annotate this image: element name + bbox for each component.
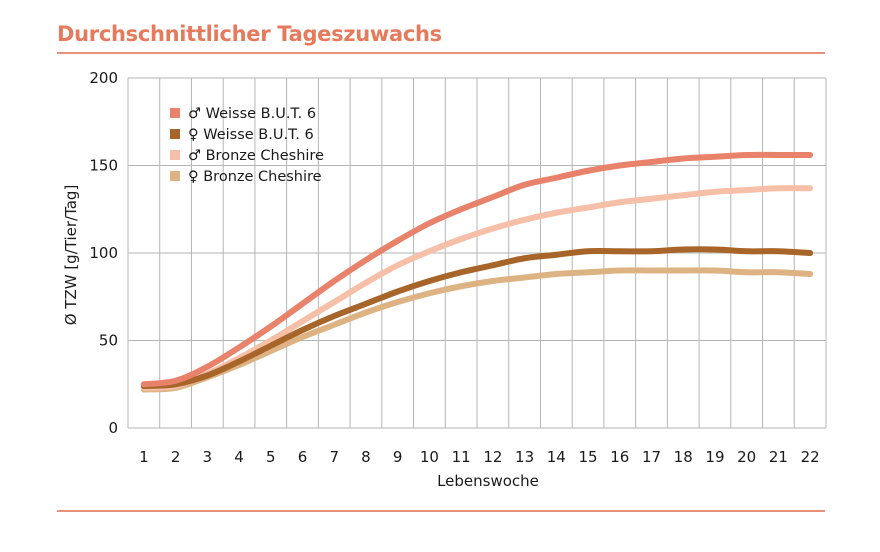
y-tick-label: 150 <box>89 157 118 175</box>
legend-swatch <box>170 129 180 139</box>
x-tick-label: 22 <box>801 448 820 466</box>
series-line <box>140 185 814 391</box>
x-tick-label: 3 <box>203 448 213 466</box>
y-tick-label: 50 <box>99 332 118 350</box>
x-tick-label: 13 <box>515 448 534 466</box>
chart-title: Durchschnittlicher Tageszuwachs <box>57 22 442 46</box>
x-tick-labels: 1 2 3 4 5 6 7 8 9 10 11 12 13 14 15 16 17 18 19 20 21 22 <box>139 448 820 466</box>
x-tick-label: 2 <box>171 448 181 466</box>
legend-swatch <box>170 150 180 160</box>
x-tick-label: 7 <box>329 448 339 466</box>
y-axis-label: Ø TZW [g/Tier/Tag] <box>62 185 80 326</box>
x-tick-label: 4 <box>234 448 244 466</box>
x-tick-label: 16 <box>610 448 629 466</box>
x-tick-label: 19 <box>705 448 724 466</box>
legend-label: ♀ Weisse B.U.T. 6 <box>188 127 314 143</box>
top-divider <box>57 52 825 54</box>
legend-swatch <box>170 108 180 118</box>
legend-label: ♀ Bronze Cheshire <box>188 169 322 185</box>
legend-swatch <box>170 171 180 181</box>
y-tick-labels: 0 50 100 150 200 <box>89 69 118 437</box>
x-tick-label: 17 <box>642 448 661 466</box>
series-line <box>140 246 814 389</box>
x-tick-label: 1 <box>139 448 149 466</box>
x-tick-label: 18 <box>674 448 693 466</box>
x-tick-label: 14 <box>547 448 566 466</box>
x-axis-label: Lebenswoche <box>437 472 539 490</box>
bottom-divider <box>57 510 825 512</box>
x-tick-label: 10 <box>420 448 439 466</box>
x-tick-label: 8 <box>361 448 371 466</box>
x-tick-label: 15 <box>578 448 597 466</box>
legend: ♂ Weisse B.U.T. 6 ♀ Weisse B.U.T. 6 ♂ Bron… <box>170 106 324 185</box>
x-tick-label: 5 <box>266 448 276 466</box>
series-lines <box>140 151 814 393</box>
series-line <box>140 267 814 393</box>
x-tick-label: 9 <box>393 448 403 466</box>
y-tick-label: 200 <box>89 69 118 87</box>
legend-label: ♂ Weisse B.U.T. 6 <box>188 106 316 122</box>
legend-label: ♂ Bronze Cheshire <box>188 148 324 164</box>
x-tick-label: 12 <box>483 448 502 466</box>
y-tick-label: 0 <box>108 419 118 437</box>
series-line <box>140 151 814 388</box>
x-tick-label: 21 <box>769 448 788 466</box>
x-tick-label: 20 <box>737 448 756 466</box>
x-tick-label: 11 <box>452 448 471 466</box>
x-tick-label: 6 <box>298 448 308 466</box>
y-tick-label: 100 <box>89 244 118 262</box>
